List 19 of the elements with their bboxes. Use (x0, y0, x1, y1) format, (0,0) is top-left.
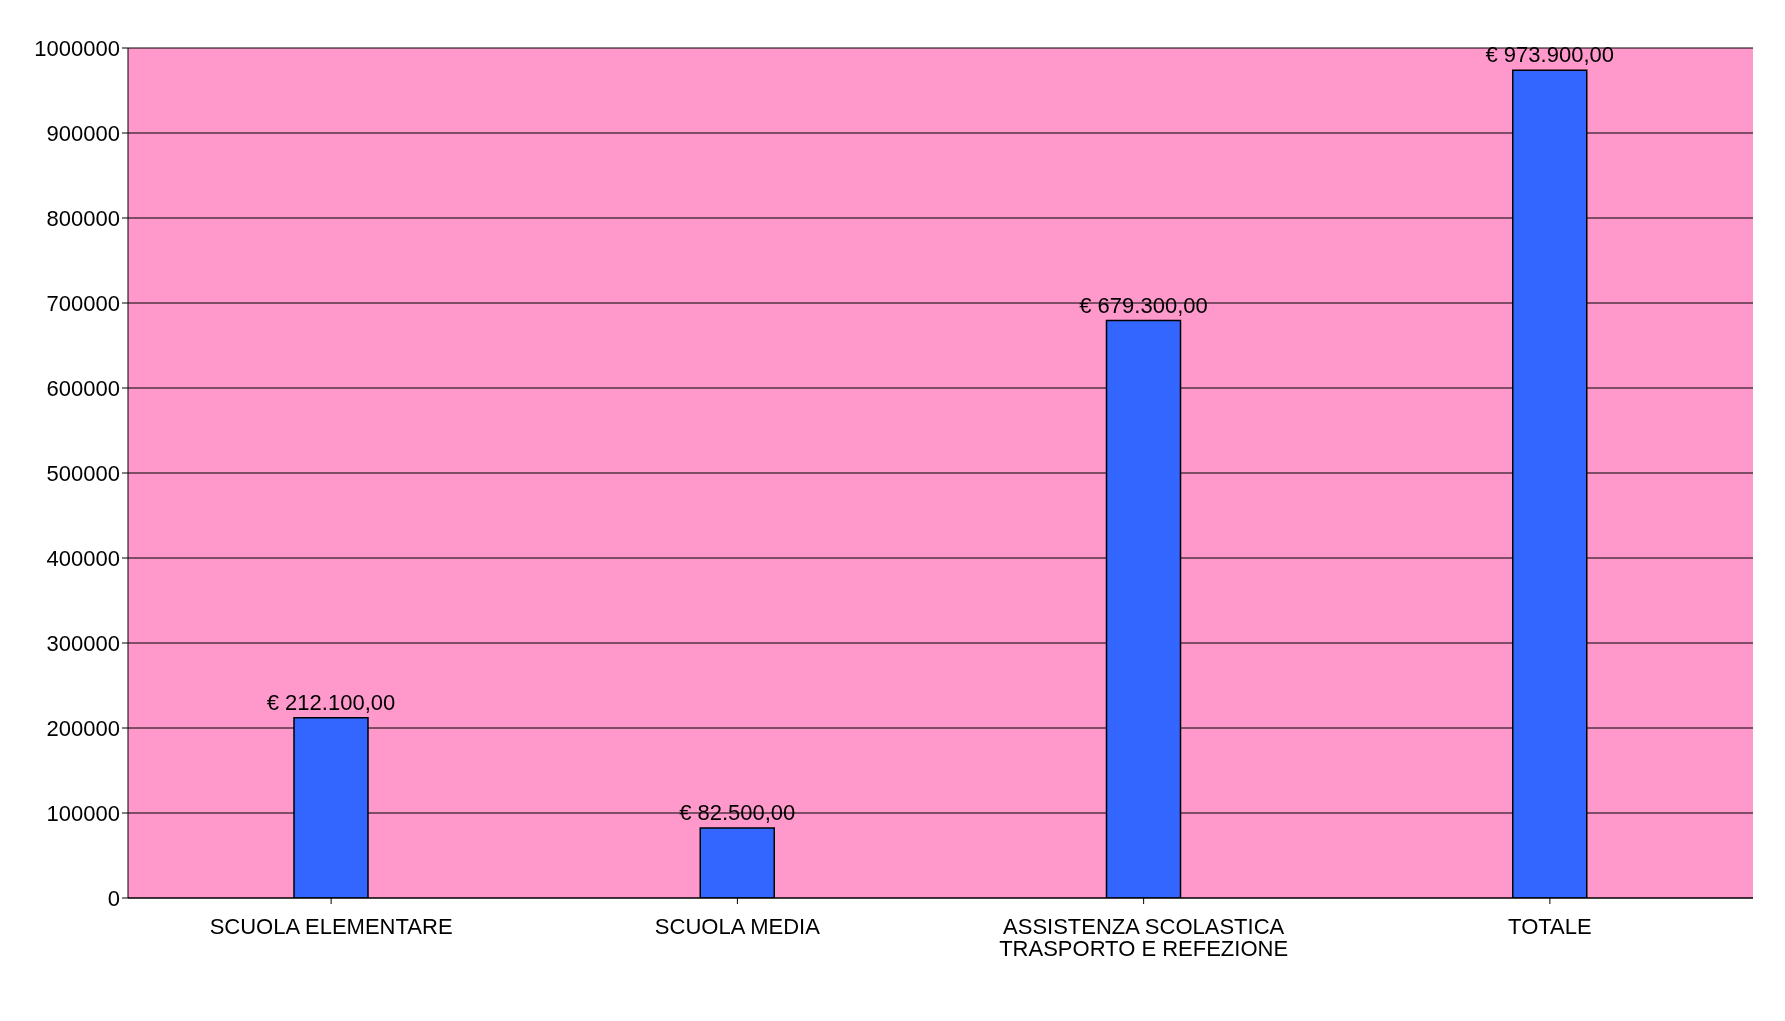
x-tick-label: ASSISTENZA SCOLASTICA TRASPORTO E REFEZIONE (999, 913, 1289, 961)
y-tick-label: 900000 (46, 120, 120, 146)
y-tick-label: 1000000 (34, 35, 120, 61)
y-tick-label: 200000 (46, 715, 120, 741)
y-tick-label: 300000 (46, 630, 120, 656)
y-tick-label: 0 (107, 885, 120, 911)
data-label: € 679.300,00 (1079, 292, 1208, 318)
x-tick-label: SCUOLA MEDIA (654, 913, 821, 939)
x-tick-label: SCUOLA ELEMENTARE (209, 913, 453, 939)
y-tick-label: 500000 (46, 460, 120, 486)
data-label: € 212.100,00 (266, 689, 396, 715)
y-tick-label: 400000 (46, 545, 120, 571)
x-tick-label: TOTALE (1508, 913, 1592, 939)
y-tick-label: 100000 (46, 800, 120, 826)
data-label: € 973.900,00 (1485, 42, 1614, 68)
y-tick-label: 600000 (46, 375, 120, 401)
y-tick-label: 800000 (46, 205, 120, 231)
y-tick-label: 700000 (46, 290, 120, 316)
data-label: € 82.500,00 (679, 799, 796, 825)
